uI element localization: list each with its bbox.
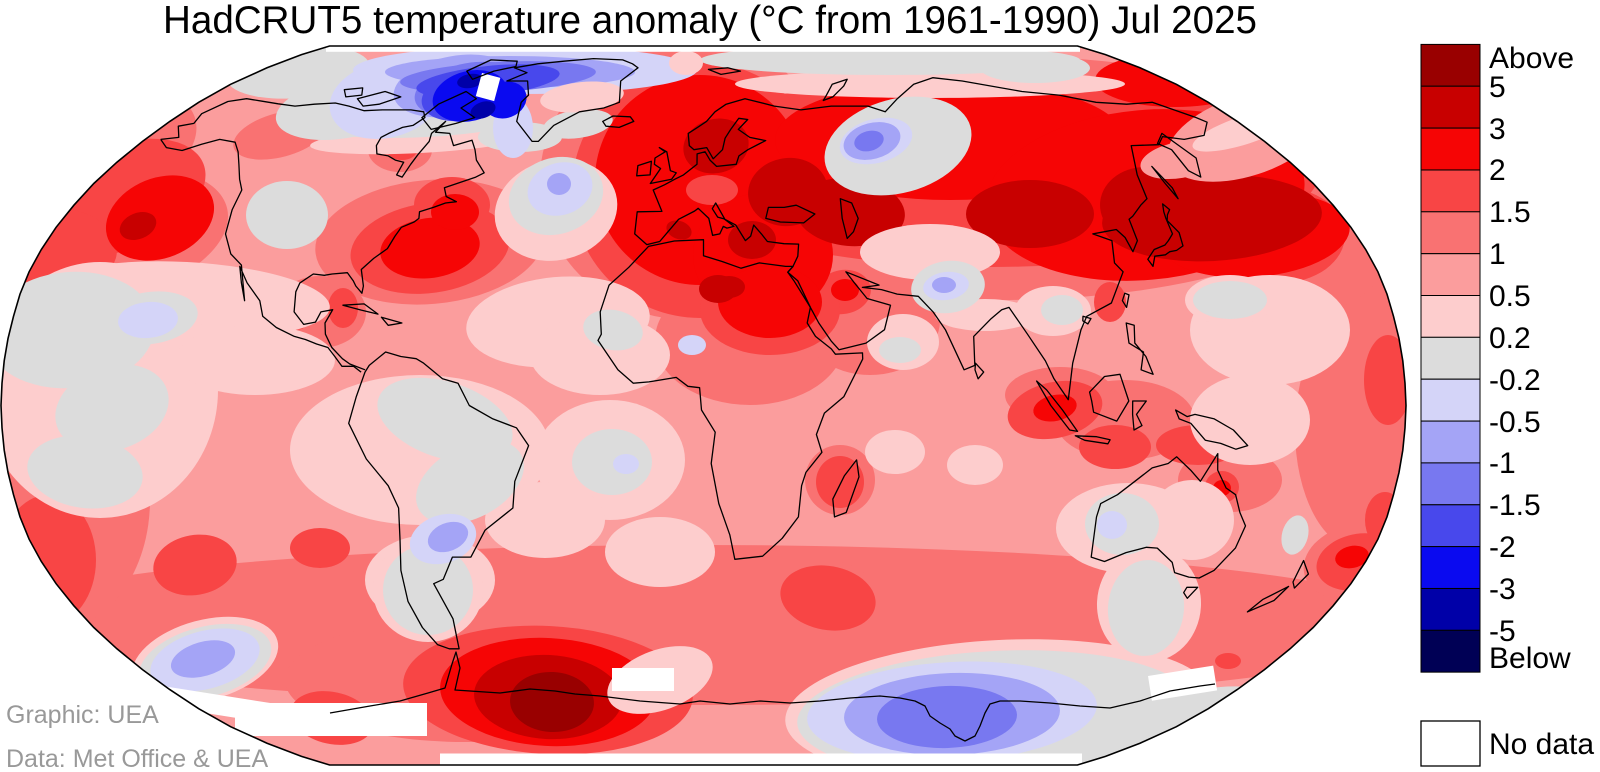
svg-text:No data: No data <box>1489 728 1594 761</box>
svg-text:HadCRUT5 temperature anomaly (: HadCRUT5 temperature anomaly (°C from 19… <box>163 0 1257 42</box>
svg-text:Below: Below <box>1489 642 1571 675</box>
svg-text:3: 3 <box>1489 113 1506 146</box>
svg-text:-1.5: -1.5 <box>1489 489 1541 522</box>
svg-text:Graphic: UEA: Graphic: UEA <box>6 701 159 729</box>
svg-text:-0.5: -0.5 <box>1489 406 1541 439</box>
svg-text:1.5: 1.5 <box>1489 196 1531 229</box>
svg-text:-0.2: -0.2 <box>1489 364 1541 397</box>
svg-text:2: 2 <box>1489 154 1506 187</box>
svg-text:-3: -3 <box>1489 573 1516 606</box>
svg-text:Above: Above <box>1489 42 1574 75</box>
svg-text:0.2: 0.2 <box>1489 322 1531 355</box>
svg-text:1: 1 <box>1489 238 1506 271</box>
svg-text:Data: Met Office & UEA: Data: Met Office & UEA <box>6 745 268 772</box>
svg-text:-5: -5 <box>1489 615 1516 648</box>
svg-text:-1: -1 <box>1489 447 1516 480</box>
svg-text:0.5: 0.5 <box>1489 280 1531 313</box>
svg-text:-2: -2 <box>1489 531 1516 564</box>
svg-text:5: 5 <box>1489 71 1506 104</box>
